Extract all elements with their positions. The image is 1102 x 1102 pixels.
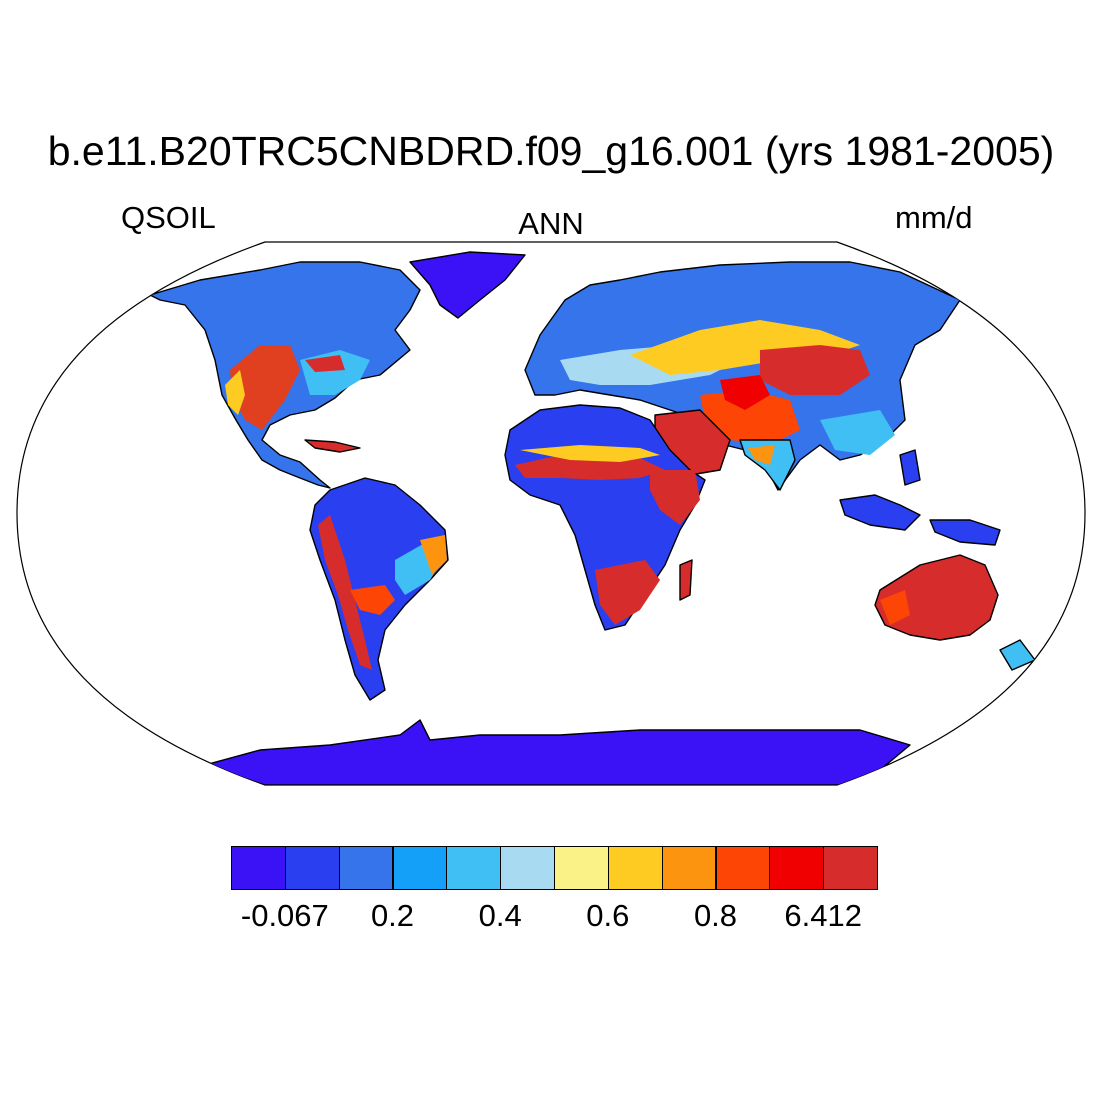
colorbar-swatch xyxy=(769,846,825,890)
colorbar-label: 6.412 xyxy=(784,898,862,933)
colorbar-swatch xyxy=(446,846,502,890)
variable-label: QSOIL xyxy=(121,200,216,235)
colorbar-swatch xyxy=(554,846,609,890)
colorbar-swatch xyxy=(231,846,286,890)
australia xyxy=(874,554,999,641)
colorbar-label: -0.067 xyxy=(240,898,329,933)
colorbar-swatch xyxy=(715,846,771,890)
colorbar-label: 0.6 xyxy=(586,898,630,933)
units-label: mm/d xyxy=(895,200,973,235)
colorbar-label: 0.2 xyxy=(370,898,415,933)
colorbar-swatch xyxy=(392,846,448,890)
season-label: ANN xyxy=(518,206,584,241)
colorbar-swatch xyxy=(338,846,394,890)
plot-title: b.e11.B20TRC5CNBDRD.f09_g16.001 (yrs 198… xyxy=(47,128,1055,174)
colorbar-label: 0.8 xyxy=(693,898,738,933)
greenland xyxy=(409,251,526,319)
colorbar-swatch xyxy=(500,846,555,890)
colorbar-swatch xyxy=(284,846,340,890)
colorbar-swatch xyxy=(823,846,878,890)
colorbar-swatch xyxy=(607,846,663,890)
colorbar-label: 0.4 xyxy=(478,898,522,933)
colorbar-swatch xyxy=(661,846,717,890)
